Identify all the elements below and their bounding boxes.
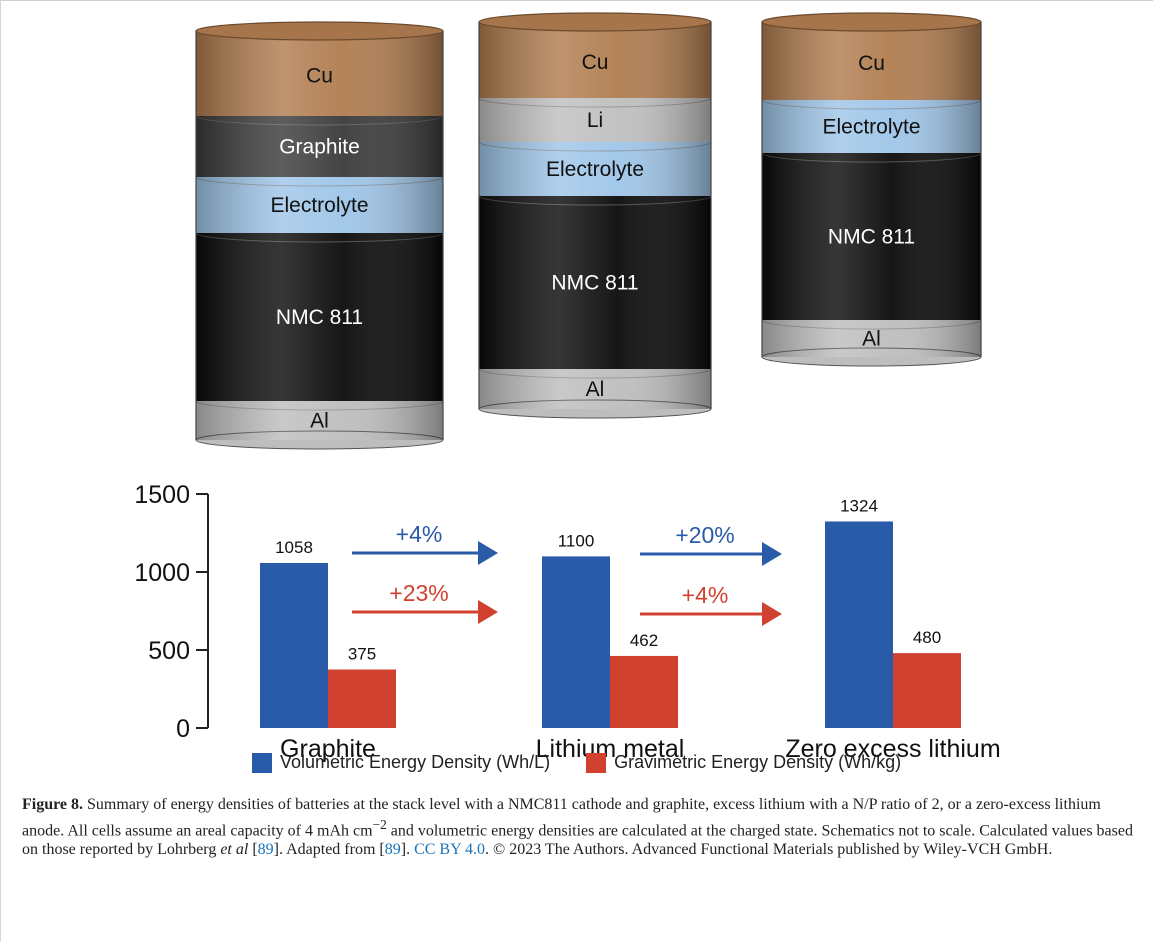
legend-swatch-volumetric [252,752,272,773]
arrow-head [762,542,782,566]
caption-text-2: and volumetric energy densities are calc… [22,821,1133,859]
bar-value-label: 462 [630,631,658,650]
y-tick-label: 1000 [134,559,190,587]
chart-legend: Volumetric Energy Density (Wh/L) Gravime… [252,752,937,773]
cell-shading [479,22,711,409]
bar-value-label: 375 [348,645,376,664]
bar-gravimetric [610,655,678,728]
arrow-percent-label: +20% [675,522,734,548]
caption-text-5: ]. [400,841,415,859]
cell-top-cap [195,21,444,41]
layer-label-cu: Cu [306,65,333,88]
caption-license-link[interactable]: CC BY 4.0 [414,841,486,859]
layer-label-al: Al [862,328,881,351]
layer-label-nmc: NMC 811 [828,226,915,249]
layer-label-nmc: NMC 811 [276,306,363,329]
arrow-annotation: +4% [640,582,782,626]
bar-volumetric [260,562,328,728]
layer-label-cu: Cu [582,51,609,74]
caption-ref-link-2[interactable]: 89 [384,841,401,859]
schematic-cell-3: Cu Electrolyte NMC 811 Al [761,12,982,367]
arrow-percent-label: +4% [396,521,443,547]
bar-value-label: 480 [913,628,941,647]
arrow-annotation: +20% [640,522,782,566]
layer-label-li: Li [587,109,603,132]
caption-text-4: ]. Adapted from [ [273,841,385,859]
energy-density-chart: 0 500 1000 1500 1058 375 Graphite 1100 462 Lithiu… [134,481,1000,763]
cell-shading [196,31,443,440]
layer-label-electrolyte: Electrolyte [270,194,368,217]
caption-ref-link-1[interactable]: 89 [257,841,274,859]
legend-label-gravimetric: Gravimetric Energy Density (Wh/kg) [614,752,902,772]
bar-volumetric [542,556,610,728]
figure-graphic: Cu Graphite Electrolyte NMC 811 Al Cu Li Electr… [134,12,1001,763]
schematic-cell-1: Cu Graphite Electrolyte NMC 811 Al [195,21,444,450]
caption-text-3: [ [248,841,258,859]
x-category-label: Zero excess lithium [785,735,1000,763]
layer-label-al: Al [310,410,329,433]
y-tick-label: 0 [176,715,190,743]
cell-shading [762,22,981,357]
bar-value-label: 1324 [840,496,878,515]
caption-text-1: Summary of energy densities of batteries… [22,796,1101,839]
y-tick-label: 1500 [134,481,190,509]
cell-top-cap [478,12,712,32]
arrow-head [478,600,498,624]
bar-value-label: 1100 [558,531,595,550]
cell-outline [761,22,982,357]
layer-label-graphite: Graphite [279,136,360,159]
arrow-percent-label: +4% [682,582,729,608]
figure-caption: Figure 8. Summary of energy densities of… [22,795,1137,860]
y-tick-label: 500 [148,637,190,665]
layer-label-nmc: NMC 811 [551,272,638,295]
layer-label-electrolyte: Electrolyte [822,116,920,139]
x-category-label: Lithium metal [536,735,685,763]
layer-label-cu: Cu [858,52,885,75]
layer-label-electrolyte: Electrolyte [546,158,644,181]
legend-swatch-gravimetric [586,752,607,773]
arrow-annotation: +23% [352,580,498,624]
legend-item-gravimetric: Gravimetric Energy Density (Wh/kg) [586,752,901,773]
cell-top-cap [761,12,982,32]
cell-outline [478,22,712,409]
layer-label-al: Al [586,378,605,401]
arrow-head [762,602,782,626]
bar-gravimetric [893,653,961,728]
caption-superscript: −2 [372,816,387,832]
caption-label: Figure 8. [22,796,84,813]
bar-value-label: 1058 [275,538,313,557]
cell-outline [195,31,444,440]
arrow-percent-label: +23% [389,580,448,606]
legend-label-volumetric: Volumetric Energy Density (Wh/L) [280,752,551,772]
x-category-label: Graphite [280,735,376,763]
bar-gravimetric [328,669,396,728]
caption-text-6: . © 2023 The Authors. Advanced Functiona… [485,841,1053,859]
arrow-annotation: +4% [352,521,498,565]
legend-item-volumetric: Volumetric Energy Density (Wh/L) [252,752,550,773]
schematic-cell-2: Cu Li Electrolyte NMC 811 Al [478,12,712,419]
battery-schematics: Cu Graphite Electrolyte NMC 811 Al Cu Li Electr… [195,12,982,450]
arrow-head [478,541,498,565]
caption-et-al: et al [220,841,249,859]
bar-volumetric [825,521,893,728]
